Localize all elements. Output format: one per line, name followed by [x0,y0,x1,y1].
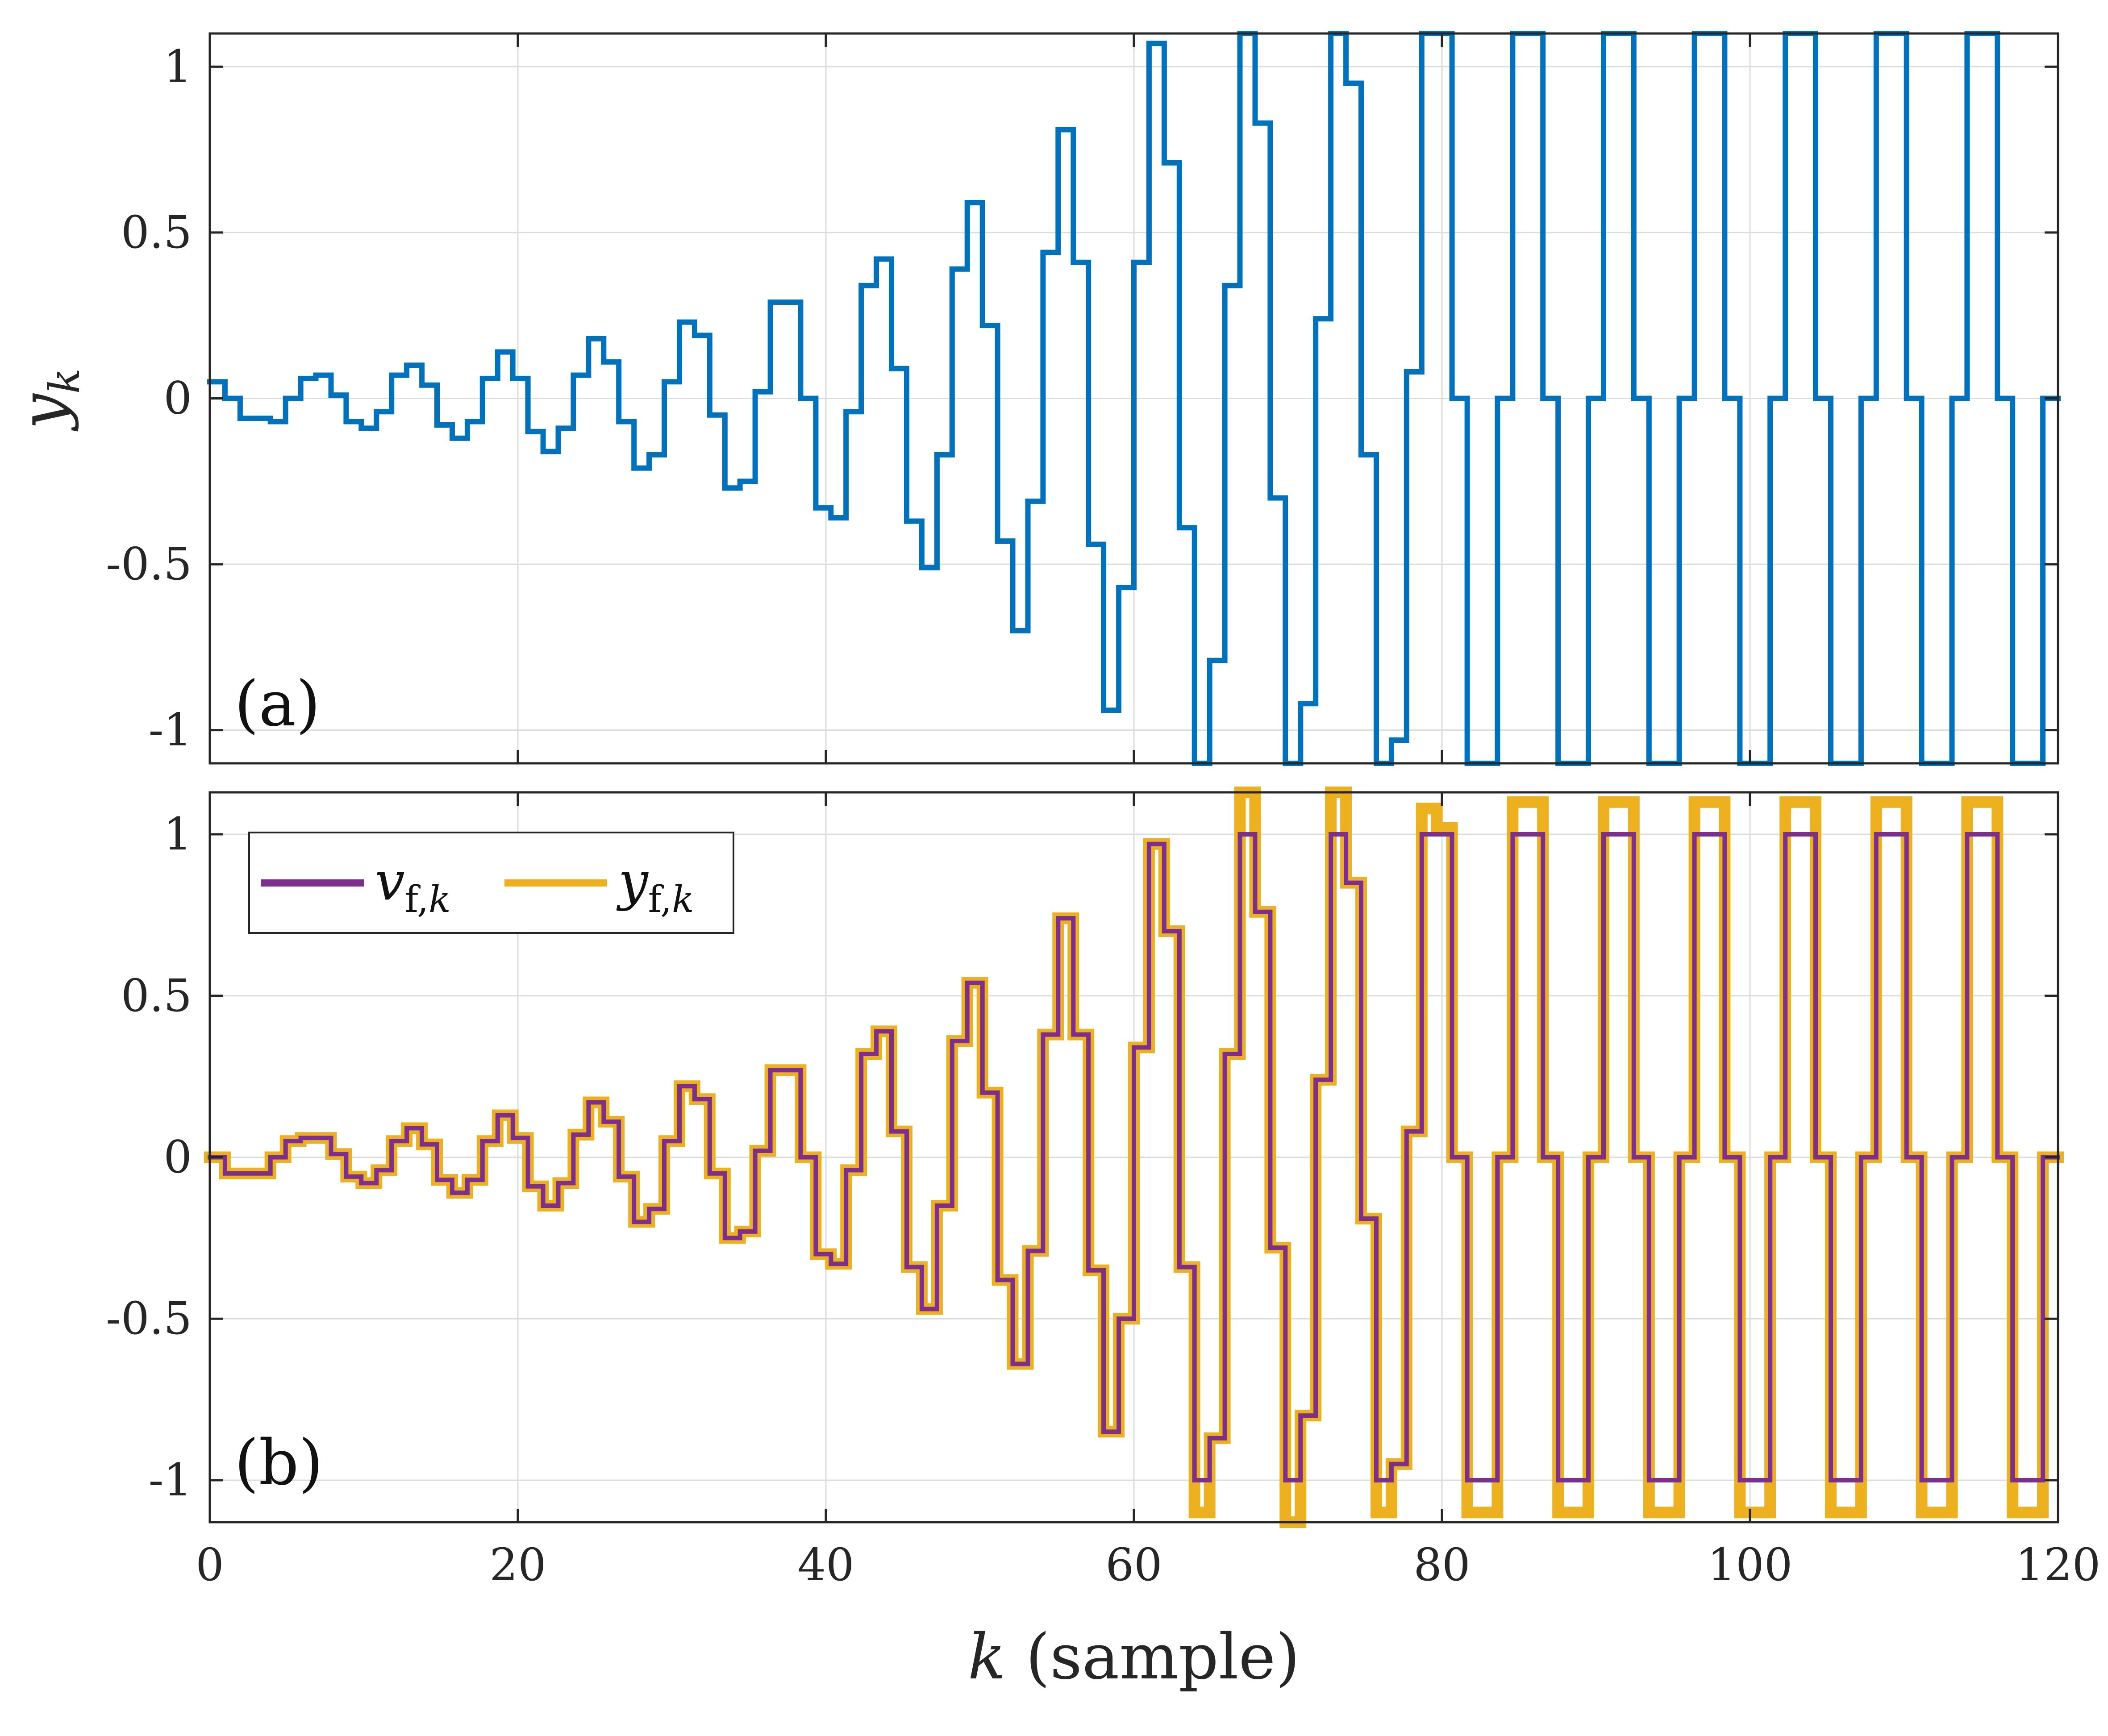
panel-a-tag: (a) [234,668,321,741]
y-tick-label: -1 [149,1454,192,1506]
series-b-vfk [208,832,2060,1482]
panel-a-ticks: -1 -0.5 0 0.5 1 [106,33,2059,763]
x-axis-label: k (sample) [968,1621,1300,1694]
y-tick-label: 0.5 [121,206,192,258]
x-tick-label: 20 [489,1539,546,1591]
y-tick-label: 0 [163,372,192,425]
y-tick-label: 1 [163,808,192,860]
x-tick-label: 100 [1708,1539,1793,1591]
panel-b-tag: (b) [234,1427,323,1499]
y-tick-label: -0.5 [106,538,192,590]
legend: vf,k yf,k [248,832,734,934]
y-tick-label: -0.5 [106,1292,192,1345]
panel-a: -1-0.500.51 (a) yk [7,31,2061,766]
x-tick-label: 40 [797,1539,854,1591]
x-tick-label: 120 [2016,1539,2101,1591]
x-tick-label: 80 [1413,1539,1470,1591]
panel-b-series [204,787,2064,1528]
y-tick-label: -1 [149,704,192,756]
y-tick-label: 0.5 [121,970,192,1022]
panel-b-ticks: -1 -0.5 0 0.5 1 0 20 40 60 80 100 120 [106,792,2100,1591]
panel-b: -1 -0.5 0 0.5 1 0 20 40 60 80 100 120 (b) vf,k yf,k… [106,787,2100,1694]
x-tick-label: 60 [1105,1539,1162,1591]
y-tick-label: 1 [163,40,192,92]
x-tick-label: 0 [196,1539,224,1591]
y-tick-label: 0 [163,1131,192,1183]
